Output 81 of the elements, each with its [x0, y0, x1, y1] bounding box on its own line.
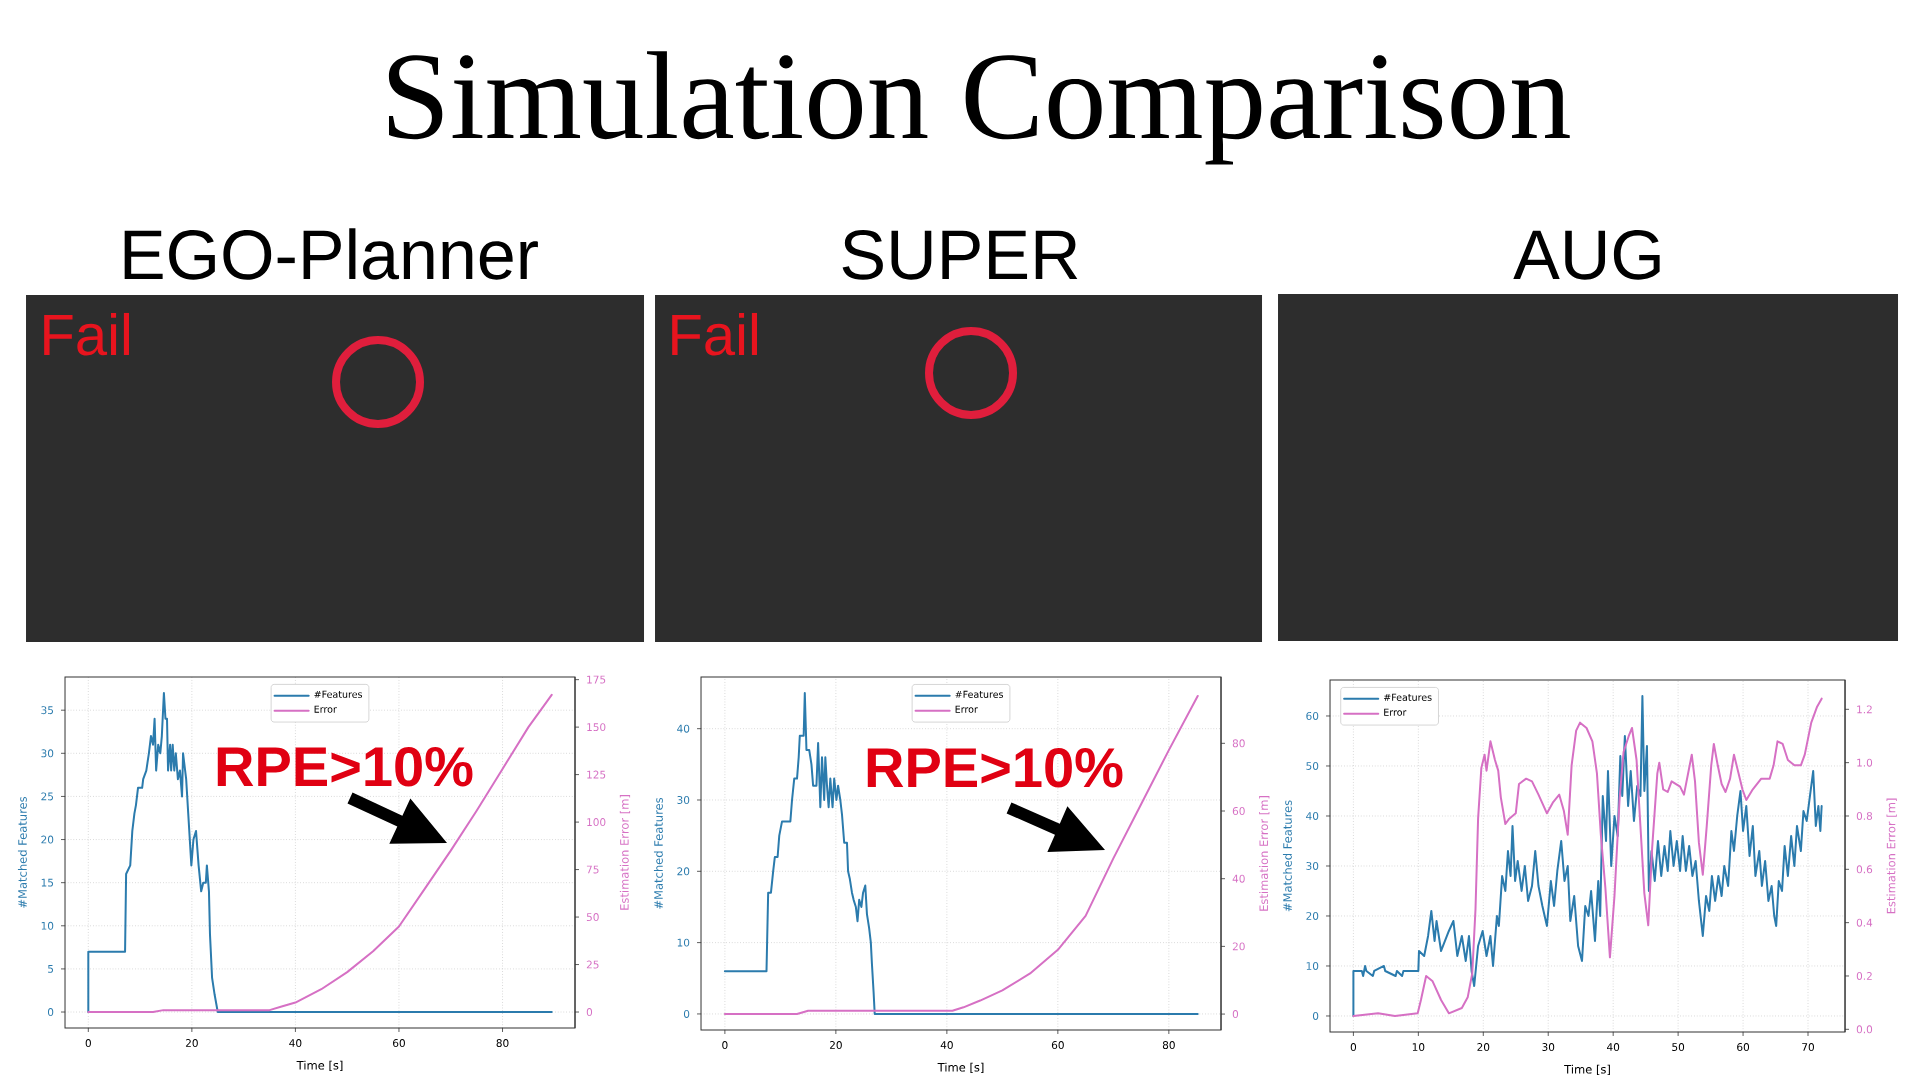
y-axis-title: #Matched Features: [653, 797, 663, 909]
legend-label: #Features: [955, 690, 1004, 698]
annotation: RPE>10%: [867, 747, 1123, 788]
y2-tick-label: 0.6: [1856, 865, 1873, 874]
y-tick-label: 40: [1306, 811, 1319, 820]
x-tick-label: 10: [1412, 1043, 1425, 1051]
y2-tick-label: 1.0: [1857, 758, 1873, 767]
y2-tick-label: 0.0: [1856, 1025, 1873, 1034]
legend-label: Error: [955, 705, 978, 713]
y2-tick-label: 25: [586, 960, 599, 969]
x-tick-label: 60: [1737, 1043, 1750, 1051]
text: Fail: [44, 312, 129, 356]
y-tick-label: 15: [41, 878, 54, 887]
y-axis-title: #Matched Features: [17, 796, 27, 908]
chart-title: EGO-Planner: [124, 228, 538, 280]
y-tick-label: 30: [41, 749, 54, 758]
y2-tick-label: 0.2: [1856, 972, 1872, 980]
x-tick-label: 80: [496, 1039, 509, 1047]
annotation: RPE>10%: [217, 746, 473, 787]
y2-tick-label: 20: [1232, 942, 1245, 951]
y-tick-label: 0: [683, 1009, 690, 1018]
x-tick-label: 20: [829, 1041, 842, 1049]
y2-tick-label: 75: [586, 865, 599, 874]
y-tick-label: 25: [41, 792, 54, 801]
y-tick-label: 50: [1306, 761, 1319, 770]
y-tick-label: 30: [677, 796, 690, 804]
x-axis-title: Time [s]: [1564, 1064, 1610, 1075]
x-tick-label: 20: [185, 1039, 198, 1047]
y-tick-label: 35: [41, 706, 54, 715]
y-tick-label: 10: [41, 921, 54, 930]
x-tick-label: 40: [289, 1039, 302, 1047]
legend-label: Error: [314, 705, 337, 713]
y-tick-label: 5: [48, 965, 54, 973]
x-tick-label: 40: [1607, 1043, 1620, 1051]
legend-label: #Features: [1383, 693, 1432, 701]
y-tick-label: 10: [677, 938, 690, 947]
x-tick-label: 0: [722, 1041, 728, 1049]
y2-tick-label: 1.2: [1857, 705, 1872, 714]
chart-title: SUPER: [842, 230, 1078, 280]
y2-tick-label: 125: [587, 770, 606, 779]
y-tick-label: 0: [1312, 1012, 1319, 1020]
y2-tick-label: 60: [1232, 807, 1245, 815]
x-tick-label: 60: [1051, 1041, 1064, 1049]
y-tick-label: 10: [1306, 962, 1319, 970]
y-tick-label: 40: [677, 724, 690, 733]
y-tick-label: 0: [47, 1008, 54, 1017]
legend-label: Error: [1384, 708, 1407, 716]
x-tick-label: 40: [940, 1041, 953, 1049]
y2-tick-label: 175: [587, 675, 606, 684]
x-tick-label: 20: [1477, 1043, 1490, 1051]
x-tick-label: 50: [1672, 1043, 1685, 1051]
x-axis-title: Time [s]: [296, 1060, 343, 1071]
y2-tick-label: 0.8: [1856, 812, 1873, 820]
y2-axis-title: Estimation Error [m]: [619, 795, 631, 910]
y2-tick-label: 0.4: [1856, 918, 1873, 927]
y-tick-label: 60: [1306, 711, 1319, 720]
y-tick-label: 20: [677, 867, 690, 876]
y-tick-label: 20: [1306, 912, 1319, 920]
chart-title: AUG: [1513, 230, 1660, 280]
y2-tick-label: 40: [1232, 874, 1245, 883]
x-tick-label: 30: [1542, 1043, 1555, 1051]
y2-axis-title: Estimation Error [m]: [1886, 798, 1897, 914]
text: Simulation Comparison: [388, 51, 1570, 165]
x-axis-title: Time [s]: [937, 1062, 984, 1073]
y2-tick-label: 100: [587, 818, 606, 827]
y2-tick-label: 150: [587, 723, 606, 732]
text: Fail: [672, 312, 757, 356]
x-tick-label: 70: [1802, 1043, 1814, 1051]
y2-axis-title: Estimation Error [m]: [1259, 796, 1270, 911]
x-tick-label: 0: [1350, 1043, 1357, 1051]
x-tick-label: 80: [1162, 1041, 1175, 1049]
y-tick-label: 30: [1306, 861, 1319, 870]
y2-tick-label: 0: [1232, 1010, 1239, 1019]
legend-label: #Features: [314, 690, 363, 698]
x-tick-label: 60: [393, 1039, 405, 1047]
y-axis-title: #Matched Features: [1282, 800, 1292, 912]
y-tick-label: 20: [41, 835, 54, 844]
y2-tick-label: 50: [586, 913, 599, 922]
y2-tick-label: 80: [1232, 739, 1245, 748]
y2-tick-label: 0: [586, 1008, 593, 1017]
x-tick-label: 0: [85, 1039, 91, 1047]
